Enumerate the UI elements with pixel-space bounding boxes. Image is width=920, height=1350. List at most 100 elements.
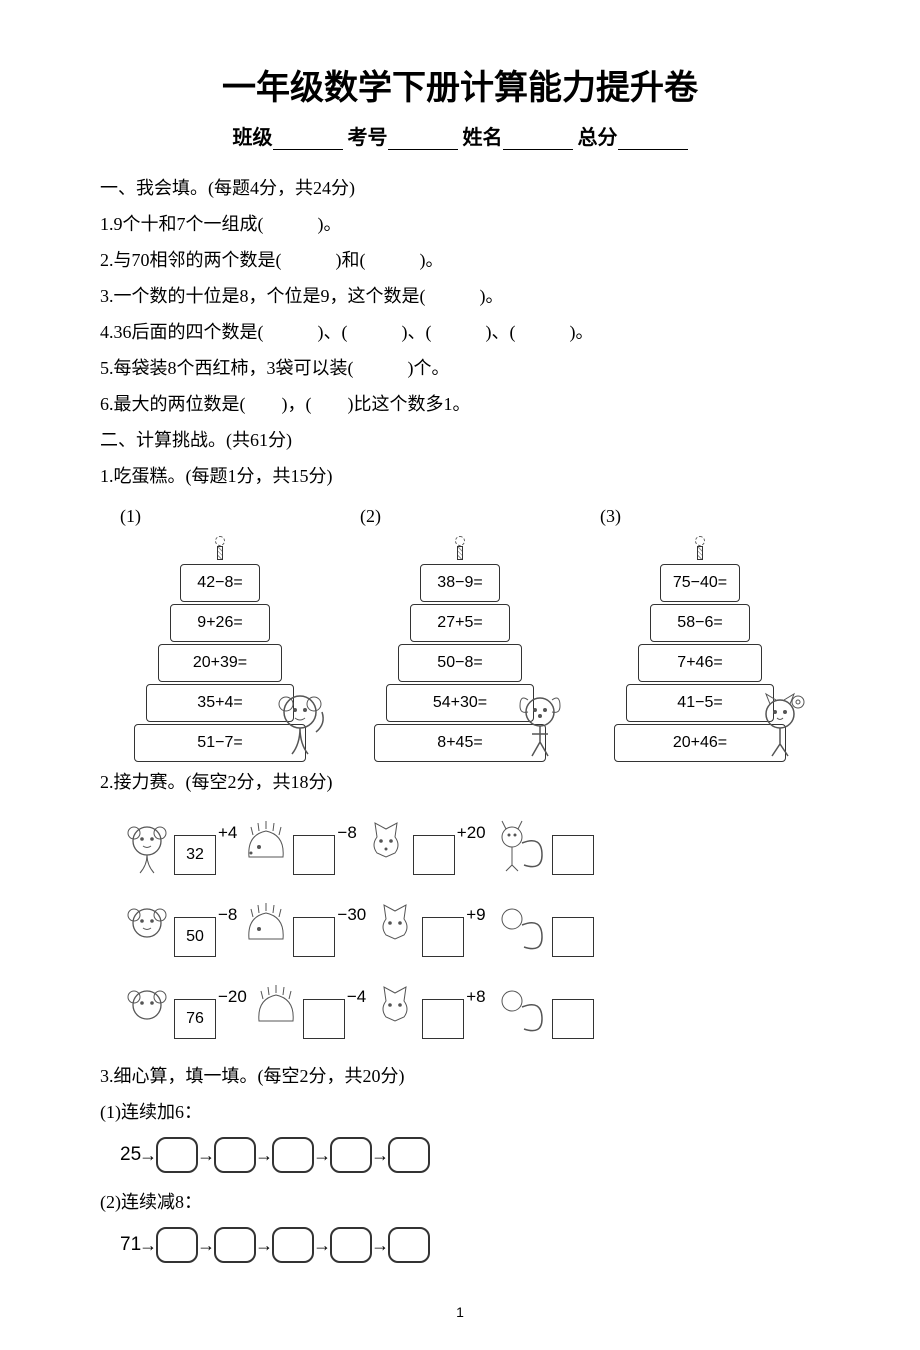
q1: 1.9个十和7个一组成( )。 xyxy=(100,206,820,242)
relay-3-box-3[interactable] xyxy=(552,999,594,1039)
page-title: 一年级数学下册计算能力提升卷 xyxy=(100,60,820,109)
q3: 3.一个数的十位是8，个位是9，这个数是( )。 xyxy=(100,278,820,314)
arrow-icon: → xyxy=(371,1137,389,1173)
relay-row-3: 76 −20 −4 +8 xyxy=(120,976,820,1044)
cake-1-tier-2: 9+26= xyxy=(170,604,270,642)
chain2-start: 71 xyxy=(120,1226,141,1264)
page-number: 1 xyxy=(100,1304,820,1320)
relay-3-op-2: −4 xyxy=(347,980,366,1014)
candle-icon xyxy=(449,536,471,562)
relay-2-box-2[interactable] xyxy=(422,917,464,957)
fox-icon xyxy=(359,817,413,875)
name-blank[interactable] xyxy=(503,132,573,150)
total-blank[interactable] xyxy=(618,132,688,150)
q5: 5.每袋装8个西红柿，3袋可以装( )个。 xyxy=(100,350,820,386)
section2-heading: 二、计算挑战。(共61分) xyxy=(100,422,820,458)
chain1-box-5[interactable] xyxy=(388,1137,430,1173)
relay-block: 32 +4 −8 +20 50 −8 −30 +9 xyxy=(120,812,820,1044)
examno-blank[interactable] xyxy=(388,132,458,150)
arrow-icon: → xyxy=(371,1227,389,1263)
relay-1-op-1: +4 xyxy=(218,816,237,850)
section2-q2-heading: 2.接力赛。(每空2分，共18分) xyxy=(100,764,820,800)
relay-row-1: 32 +4 −8 +20 xyxy=(120,812,820,880)
chain1-box-4[interactable] xyxy=(330,1137,372,1173)
cake-3-label: (3) xyxy=(600,498,820,534)
content-body: 一、我会填。(每题4分，共24分) 1.9个十和7个一组成( )。 2.与70相… xyxy=(100,170,820,1264)
chain2-label: (2)连续减8： xyxy=(100,1184,820,1220)
relay-3-box-1[interactable] xyxy=(303,999,345,1039)
arrow-icon: → xyxy=(197,1137,215,1173)
dog-icon xyxy=(510,684,570,764)
monkey-icon xyxy=(120,817,174,875)
header-fields: 班级 考号 姓名 总分 xyxy=(100,121,820,150)
cake-3: (3) 75−40= 58−6= 7+46= 41−5= 20+46= xyxy=(580,498,820,764)
chain1-box-3[interactable] xyxy=(272,1137,314,1173)
arrow-icon: → xyxy=(255,1227,273,1263)
cake-2: (2) 38−9= 27+5= 50−8= 54+30= 8+45= xyxy=(340,498,580,764)
chain-1: 25 → → → → → xyxy=(120,1136,820,1174)
chain2-box-2[interactable] xyxy=(214,1227,256,1263)
section2-q3-heading: 3.细心算，填一填。(每空2分，共20分) xyxy=(100,1058,820,1094)
relay-1-box-2[interactable] xyxy=(413,835,455,875)
chain-2: 71 → → → → → xyxy=(120,1226,820,1264)
chain2-box-4[interactable] xyxy=(330,1227,372,1263)
section2-q1-heading: 1.吃蛋糕。(每题1分，共15分) xyxy=(100,458,820,494)
monkey-icon xyxy=(120,981,174,1039)
relay-1-box-1[interactable] xyxy=(293,835,335,875)
relay-2-box-3[interactable] xyxy=(552,917,594,957)
chain2-box-1[interactable] xyxy=(156,1227,198,1263)
chain1-box-1[interactable] xyxy=(156,1137,198,1173)
cakes-row: (1) 42−8= 9+26= 20+39= 35+4= 51−7= (2) 3… xyxy=(100,498,820,764)
cake-2-tier-3: 50−8= xyxy=(398,644,522,682)
cake-3-tier-3: 7+46= xyxy=(638,644,762,682)
cake-2-tier-2: 27+5= xyxy=(410,604,510,642)
cake-3-tier-2: 58−6= xyxy=(650,604,750,642)
cake-2-tier-1: 38−9= xyxy=(420,564,500,602)
relay-row-2: 50 −8 −30 +9 xyxy=(120,894,820,962)
relay-3-op-1: −20 xyxy=(218,980,247,1014)
chain1-label: (1)连续加6： xyxy=(100,1094,820,1130)
hedgehog-icon xyxy=(239,899,293,957)
class-label: 班级 xyxy=(233,127,273,149)
relay-2-op-2: −30 xyxy=(337,898,366,932)
section1-heading: 一、我会填。(每题4分，共24分) xyxy=(100,170,820,206)
arrow-icon: → xyxy=(197,1227,215,1263)
relay-3-op-3: +8 xyxy=(466,980,485,1014)
candle-icon xyxy=(209,536,231,562)
cake-2-label: (2) xyxy=(360,498,580,534)
chain2-box-5[interactable] xyxy=(388,1227,430,1263)
q4: 4.36后面的四个数是( )、( )、( )、( )。 xyxy=(100,314,820,350)
squirrel-icon xyxy=(488,897,552,959)
fox-icon xyxy=(368,899,422,957)
q2: 2.与70相邻的两个数是( )和( )。 xyxy=(100,242,820,278)
relay-1-start: 32 xyxy=(174,835,216,875)
monkey-icon xyxy=(120,899,174,957)
relay-1-box-3[interactable] xyxy=(552,835,594,875)
relay-2-box-1[interactable] xyxy=(293,917,335,957)
class-blank[interactable] xyxy=(273,132,343,150)
arrow-icon: → xyxy=(313,1227,331,1263)
fox-icon xyxy=(368,981,422,1039)
hedgehog-icon xyxy=(249,981,303,1039)
candle-icon xyxy=(689,536,711,562)
relay-2-start: 50 xyxy=(174,917,216,957)
cake-1: (1) 42−8= 9+26= 20+39= 35+4= 51−7= xyxy=(100,498,340,764)
relay-1-op-2: −8 xyxy=(337,816,356,850)
relay-2-op-3: +9 xyxy=(466,898,485,932)
chain1-box-2[interactable] xyxy=(214,1137,256,1173)
cake-3-tier-1: 75−40= xyxy=(660,564,740,602)
chain1-start: 25 xyxy=(120,1136,141,1174)
arrow-icon: → xyxy=(139,1227,157,1263)
relay-3-start: 76 xyxy=(174,999,216,1039)
cake-1-tier-3: 20+39= xyxy=(158,644,282,682)
arrow-icon: → xyxy=(255,1137,273,1173)
chain2-box-3[interactable] xyxy=(272,1227,314,1263)
arrow-icon: → xyxy=(313,1137,331,1173)
arrow-icon: → xyxy=(139,1137,157,1173)
relay-3-box-2[interactable] xyxy=(422,999,464,1039)
cat-icon xyxy=(750,684,810,764)
q6: 6.最大的两位数是( )，( )比这个数多1。 xyxy=(100,386,820,422)
squirrel-icon xyxy=(488,815,552,877)
monkey-icon xyxy=(270,684,330,764)
cake-1-label: (1) xyxy=(120,498,340,534)
